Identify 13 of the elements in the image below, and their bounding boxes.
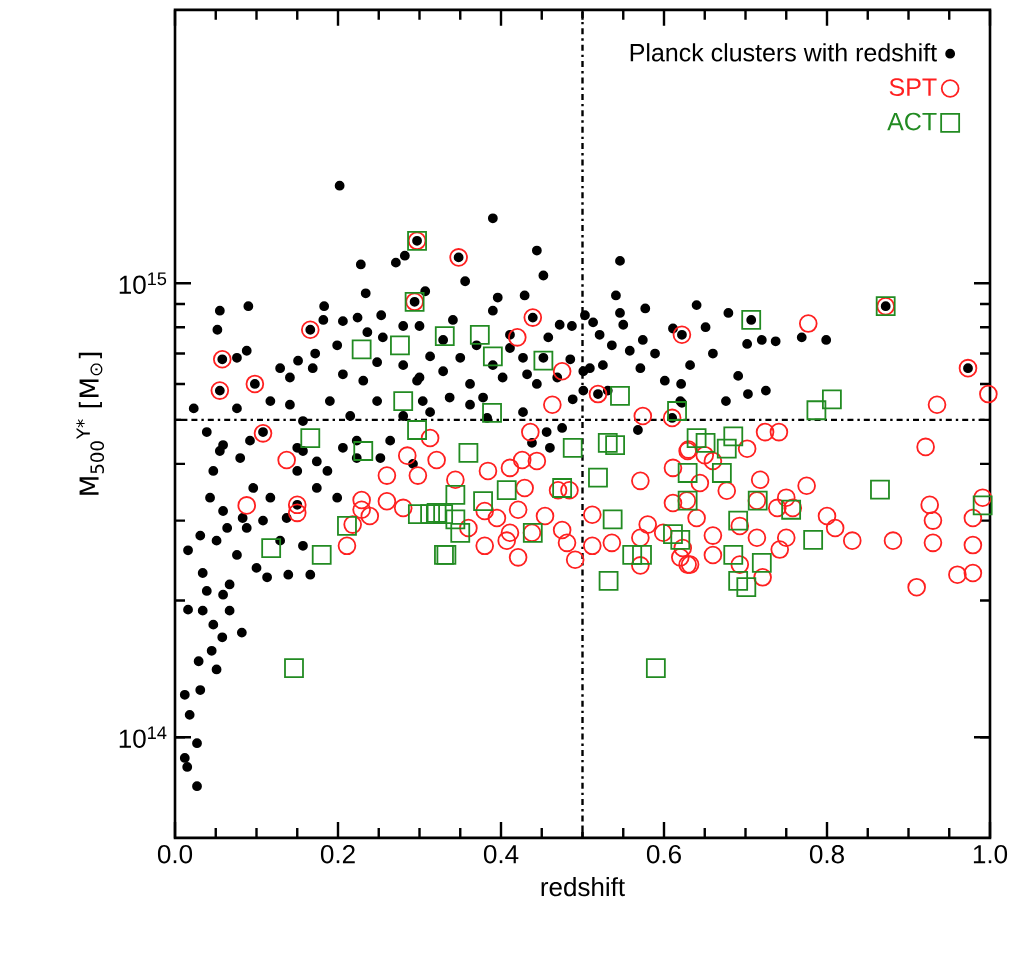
y-tick-label: 10$^{14}$ <box>119 726 167 748</box>
x-tick-label: 1.0 <box>973 844 1008 864</box>
y-tick-label: 10$^{15}$ <box>119 272 167 294</box>
y-axis-title: M$_{500}$$^{Y*}$ [M$_{⊙}$] <box>76 352 105 495</box>
x-axis-title: redshift <box>541 877 625 897</box>
x-tick-label: 0.0 <box>157 844 193 864</box>
legend-label: Planck clusters with redshift <box>630 43 937 62</box>
legend-label: ACT <box>887 112 937 131</box>
x-tick-label: 0.6 <box>646 844 681 864</box>
x-tick-label: 0.4 <box>483 844 519 864</box>
legend-label: SPT <box>889 78 937 96</box>
x-tick-label: 0.2 <box>320 844 355 864</box>
x-tick-label: 0.8 <box>809 844 844 864</box>
